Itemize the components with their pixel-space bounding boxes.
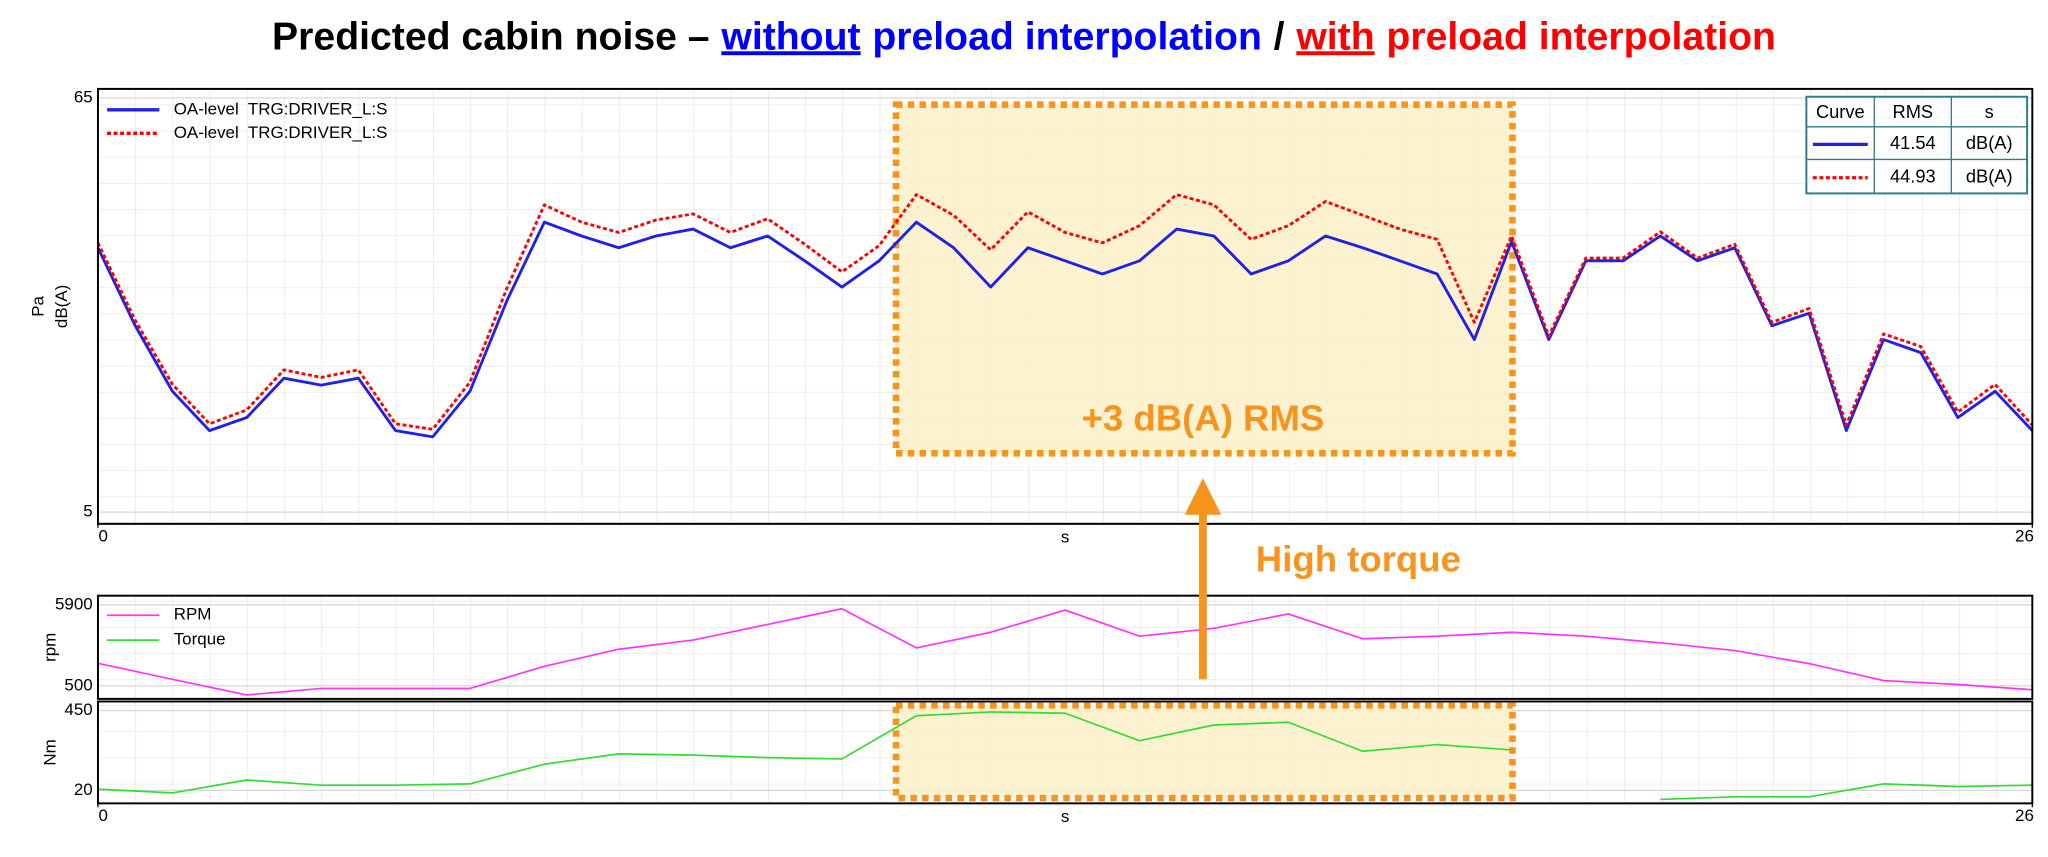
table-header: Curve — [1816, 101, 1865, 122]
y-axis-label: dB(A) — [52, 285, 71, 328]
plot-frame — [96, 87, 2034, 525]
y-axis-label: rpm — [40, 633, 59, 662]
title-part: preload interpolation — [1386, 16, 1776, 59]
y-tick-label: 5900 — [55, 594, 93, 613]
table-header: s — [1985, 101, 1994, 122]
annotation: +3 dB(A) RMS — [1082, 397, 1325, 438]
y-tick-label: 450 — [64, 700, 92, 719]
highlight-box — [892, 702, 1516, 802]
table-header: RMS — [1893, 101, 1934, 122]
legend-label: OA-level TRG:DRIVER_L:S — [174, 99, 388, 118]
x-axis-label: s — [1061, 807, 1069, 826]
title-part: / — [1274, 16, 1285, 59]
series-line — [96, 193, 2034, 431]
title-part: with — [1295, 16, 1374, 59]
legend-label: Torque — [174, 630, 226, 649]
arrow-head — [1184, 478, 1222, 515]
plot-frame — [96, 700, 2034, 805]
annotation: High torque — [1256, 538, 1461, 579]
table-rms: 41.54 — [1890, 132, 1936, 153]
title-part: Predicted cabin noise – — [272, 16, 710, 59]
table-unit: dB(A) — [1966, 132, 2013, 153]
y-tick-label: 5 — [83, 502, 92, 521]
table-rms: 44.93 — [1890, 166, 1936, 187]
x-tick-label: 26 — [2015, 806, 2034, 825]
series-line — [96, 220, 2034, 439]
y-axis-label: Pa — [29, 295, 48, 316]
series-line — [97, 711, 2033, 801]
y-tick-label: 500 — [64, 675, 92, 694]
y-tick-label: 20 — [74, 780, 93, 799]
plot-frame — [96, 594, 2034, 700]
title-part: without — [720, 16, 860, 59]
x-tick-label: 26 — [2015, 526, 2034, 545]
legend-label: OA-level TRG:DRIVER_L:S — [174, 123, 388, 142]
chart-title: Predicted cabin noise – without preload in… — [272, 16, 1776, 59]
table-unit: dB(A) — [1966, 166, 2013, 187]
y-axis-label: Nm — [40, 739, 59, 765]
table-frame — [1805, 95, 2029, 195]
x-tick-label: 0 — [98, 526, 107, 545]
plot-area — [97, 595, 2033, 699]
title-part: preload interpolation — [872, 16, 1262, 59]
x-axis-label: s — [1061, 528, 1069, 547]
legend-label: RPM — [174, 605, 212, 624]
series-line — [97, 607, 2033, 696]
y-tick-label: 65 — [74, 87, 93, 106]
x-tick-label: 0 — [98, 806, 107, 825]
